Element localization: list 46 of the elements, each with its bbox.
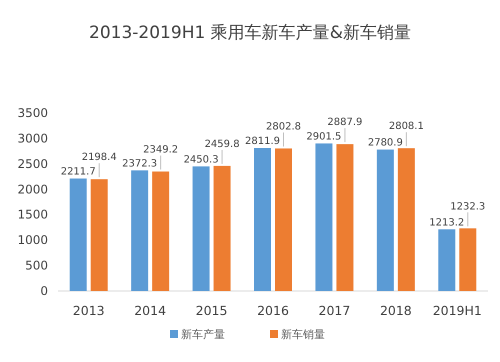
x-tick-label: 2016 (257, 303, 289, 318)
bar (376, 150, 394, 291)
data-label: 2372.3 (122, 158, 158, 170)
data-label: 2459.8 (204, 138, 240, 150)
data-label: 2808.1 (388, 121, 424, 132)
x-tick-label: 2014 (134, 303, 166, 318)
legend-label: 新车销量 (281, 328, 325, 341)
data-label: 2198.4 (82, 152, 117, 164)
data-label: 2802.8 (266, 121, 301, 132)
y-tick-label: 2000 (17, 182, 48, 196)
bar (398, 148, 415, 291)
bar (438, 229, 456, 291)
bar (275, 148, 292, 291)
y-tick-label: 1500 (17, 208, 48, 222)
bar (214, 166, 231, 291)
x-tick-label: 2015 (196, 303, 228, 318)
data-label: 2450.3 (184, 154, 219, 166)
bar (315, 143, 332, 291)
chart-title: 2013-2019H1 乘用车新车产量&新车销量 (89, 23, 411, 43)
data-label: 2901.5 (306, 131, 342, 142)
bar (90, 179, 108, 291)
y-tick-label: 0 (40, 284, 48, 298)
y-tick-label: 3000 (17, 131, 48, 146)
data-label: 1232.3 (450, 201, 486, 212)
data-label: 2211.7 (60, 166, 96, 178)
bar (131, 170, 148, 291)
x-tick-label: 2013 (72, 303, 105, 318)
y-tick-label: 3500 (17, 106, 48, 120)
bar (254, 148, 271, 291)
data-label: 2811.9 (245, 136, 280, 147)
data-label: 2349.2 (143, 144, 178, 156)
bar (152, 172, 170, 291)
x-tick-label: 2018 (380, 303, 412, 318)
bar (336, 144, 354, 291)
data-label: 1213.2 (429, 217, 464, 228)
data-label: 2780.9 (368, 138, 403, 149)
y-tick-label: 500 (25, 258, 48, 273)
bar (459, 228, 476, 291)
x-tick-label: 2017 (318, 303, 350, 318)
x-tick-label: 2019H1 (432, 303, 482, 318)
bar (192, 166, 210, 291)
y-tick-label: 2500 (17, 156, 48, 171)
bar (70, 178, 87, 291)
legend-label: 新车产量 (181, 328, 225, 341)
y-tick-label: 1000 (17, 233, 48, 248)
data-label: 2887.9 (327, 117, 362, 128)
